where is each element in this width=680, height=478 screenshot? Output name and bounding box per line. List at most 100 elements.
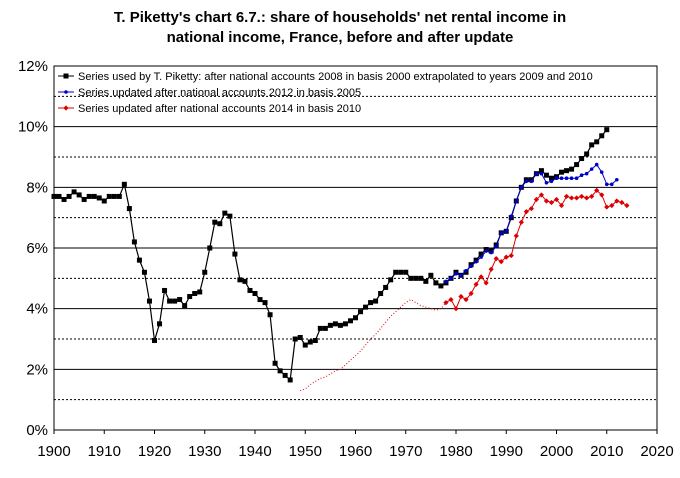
square-marker: [227, 213, 233, 219]
diamond-marker: [604, 204, 610, 210]
diamond-marker: [599, 192, 605, 198]
square-marker: [548, 175, 554, 181]
y-tick-label: 10%: [18, 119, 48, 136]
diamond-marker: [614, 198, 620, 204]
square-marker: [202, 269, 208, 275]
square-marker: [584, 151, 590, 157]
square-marker: [388, 277, 394, 283]
square-marker: [177, 297, 183, 303]
circle-marker: [534, 171, 539, 176]
square-marker: [322, 325, 328, 331]
square-marker: [66, 193, 72, 199]
square-marker: [76, 192, 82, 198]
chart-title: T. Piketty's chart 6.7.: share of househ…: [0, 8, 680, 48]
y-tick-label: 0%: [26, 422, 48, 439]
square-marker: [162, 287, 168, 293]
circle-marker: [549, 179, 554, 184]
legend-label: Series updated after national accounts 2…: [78, 87, 361, 99]
diamond-marker: [619, 199, 625, 206]
square-marker: [91, 193, 97, 199]
circle-marker: [599, 170, 604, 174]
square-marker: [262, 300, 268, 306]
square-marker: [207, 245, 213, 251]
diamond-marker: [543, 198, 550, 204]
square-marker: [418, 275, 424, 281]
square-marker: [579, 156, 585, 162]
square-marker: [141, 269, 147, 275]
diamond-marker: [488, 266, 494, 272]
diamond-marker: [589, 193, 595, 200]
diamond-marker: [579, 193, 585, 200]
y-axis: 0% 2% 4% 6% 8% 10% 12%: [18, 58, 48, 439]
circle-marker: [449, 276, 453, 281]
diamond-marker: [584, 195, 590, 201]
square-marker: [106, 193, 112, 199]
series-line-dotted: [300, 298, 447, 392]
square-marker: [131, 239, 137, 245]
x-axis: 1900 1910 1920 1930 1940 1950 1960 1970 1980 1990…: [37, 430, 674, 460]
diamond-marker: [563, 193, 570, 200]
legend-item-3: Series updated after national accounts 2…: [58, 103, 361, 115]
square-marker: [312, 338, 318, 344]
x-tick-label: 1980: [439, 443, 472, 460]
square-marker: [543, 172, 549, 178]
diamond-marker: [483, 280, 489, 286]
square-marker: [197, 289, 203, 295]
series-1: [51, 127, 610, 383]
legend-item-2: Series updated after national accounts 2…: [58, 87, 361, 99]
series-layer: [51, 127, 630, 392]
square-marker: [116, 193, 122, 199]
circle-marker: [524, 179, 529, 184]
square-marker: [272, 360, 278, 366]
diamond-marker: [458, 293, 464, 300]
square-marker: [337, 322, 343, 328]
square-marker: [121, 181, 127, 187]
square-marker: [212, 219, 218, 225]
square-marker: [413, 275, 419, 281]
circle-marker: [454, 271, 458, 276]
circle-marker: [554, 176, 559, 181]
legend: Series used by T. Piketty: after nationa…: [58, 71, 593, 115]
square-marker: [157, 321, 163, 327]
square-marker: [393, 269, 399, 275]
circle-marker: [604, 182, 609, 187]
square-marker: [368, 300, 374, 306]
square-marker: [217, 221, 223, 227]
square-marker: [604, 127, 610, 133]
circle-marker: [579, 173, 584, 177]
square-marker: [126, 206, 132, 212]
square-marker: [302, 342, 308, 348]
square-marker: [428, 272, 434, 278]
diamond-marker: [558, 202, 565, 209]
square-marker: [403, 269, 409, 275]
diamond-marker: [473, 281, 479, 287]
diamond-marker: [448, 296, 454, 303]
square-marker: [96, 195, 102, 201]
square-marker: [101, 198, 107, 204]
y-tick-label: 12%: [18, 58, 48, 75]
circle-marker: [529, 179, 534, 184]
circle-marker: [559, 176, 564, 181]
square-marker: [398, 269, 404, 275]
series-line: [445, 189, 628, 310]
diamond-marker: [468, 290, 474, 297]
square-marker: [146, 298, 152, 304]
diamond-marker: [508, 252, 514, 259]
diamond-marker: [548, 199, 555, 206]
circle-marker: [444, 279, 448, 284]
square-marker: [383, 284, 389, 290]
circle-marker: [584, 171, 589, 176]
diamond-marker: [609, 202, 615, 209]
square-marker: [152, 338, 157, 344]
diamond-marker: [493, 256, 499, 262]
circle-marker: [615, 177, 619, 182]
diamond-marker: [528, 205, 534, 212]
diamond-marker: [503, 254, 509, 260]
y-tick-label: 8%: [26, 179, 48, 196]
square-marker: [307, 339, 313, 345]
square-marker: [252, 291, 258, 296]
diamond-marker: [478, 274, 484, 280]
square-marker: [182, 303, 188, 309]
diamond-marker: [513, 233, 519, 239]
circle-marker: [514, 199, 519, 203]
